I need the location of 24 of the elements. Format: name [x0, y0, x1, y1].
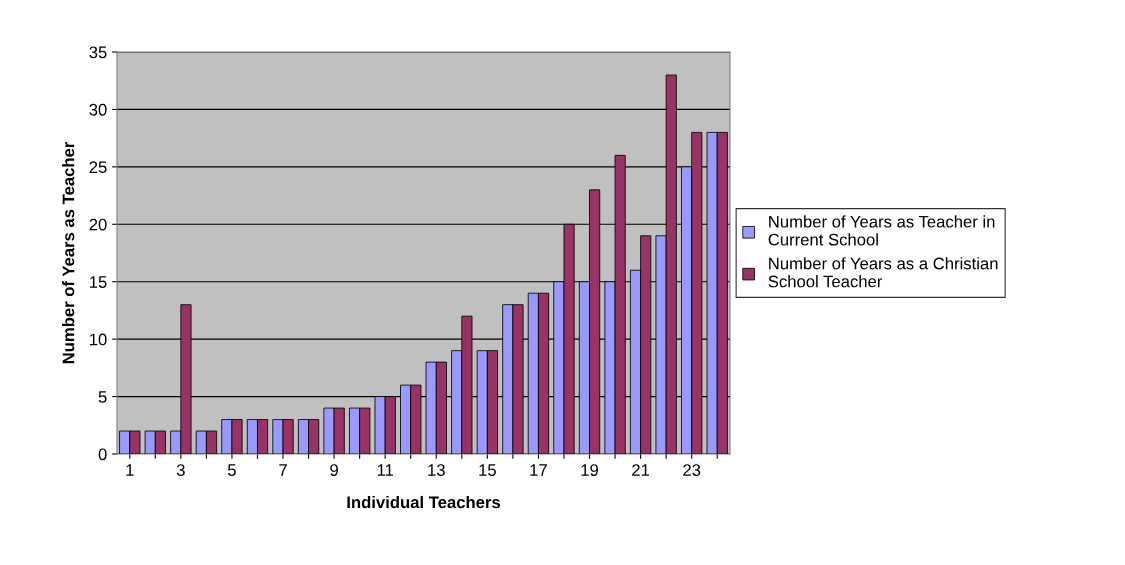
legend-label: Number of Years as a Christian School Teacher	[768, 257, 998, 288]
x-tick-label: 19	[581, 464, 598, 476]
y-tick-label: 15	[90, 276, 107, 288]
y-tick-label: 20	[89, 218, 107, 231]
y-tick-label: 0	[98, 448, 107, 461]
y-axis-title: Number of Years as Teacher	[62, 141, 75, 364]
y-tick-label: 10	[90, 333, 107, 346]
y-tick-label: 25	[89, 161, 107, 174]
x-tick-label: 9	[330, 464, 338, 476]
x-tick-label: 3	[176, 464, 185, 476]
x-tick-label: 1	[126, 464, 134, 476]
y-tick-label: 30	[89, 103, 107, 116]
legend-label: Number of Years as Teacher in Current School	[768, 215, 995, 246]
x-tick-label: 15	[479, 464, 496, 476]
x-tick-label: 5	[227, 464, 236, 476]
x-axis-title: Individual Teachers	[347, 495, 501, 509]
y-tick-label: 35	[89, 46, 107, 59]
y-tick-label: 5	[98, 391, 107, 403]
x-tick-label: 7	[279, 464, 287, 476]
x-tick-label: 13	[428, 464, 445, 476]
x-tick-label: 17	[530, 464, 547, 476]
x-tick-label: 11	[377, 464, 394, 476]
x-tick-label: 21	[632, 464, 650, 476]
x-tick-label: 23	[683, 464, 701, 476]
